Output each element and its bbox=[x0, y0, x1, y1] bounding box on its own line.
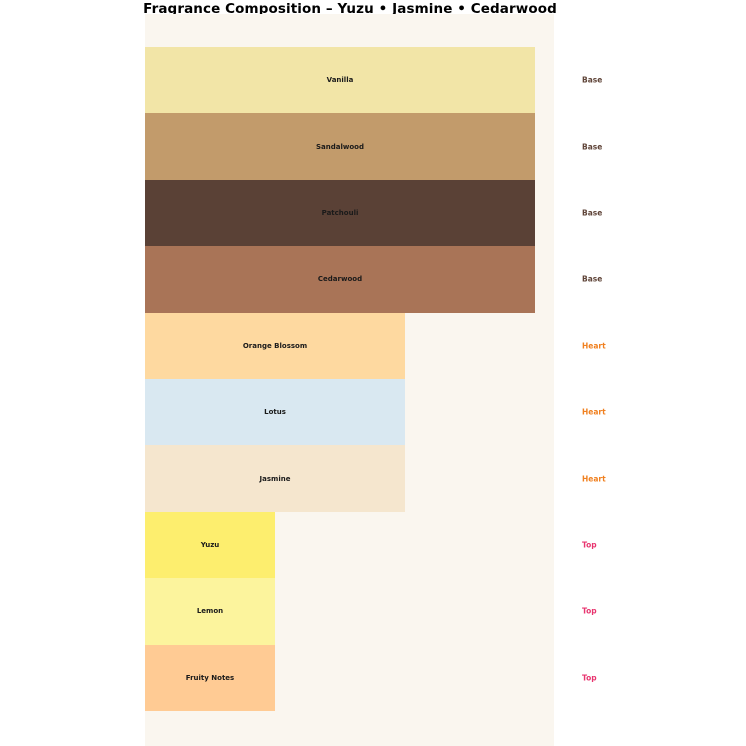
group-label-base-4: Base bbox=[582, 274, 603, 284]
bar-jasmine: Jasmine bbox=[145, 445, 405, 512]
bar-row-fruity-notes: Fruity Notes Top bbox=[145, 644, 746, 711]
bar-patchouli: Patchouli bbox=[145, 179, 535, 247]
group-label-heart-2: Heart bbox=[582, 407, 606, 417]
bar-row-yuzu: Yuzu Top bbox=[145, 511, 746, 579]
bar-vanilla: Vanilla bbox=[145, 47, 535, 114]
bar-row-lotus: Lotus Heart bbox=[145, 378, 746, 446]
bar-cedarwood: Cedarwood bbox=[145, 246, 535, 313]
bar-row-cedarwood: Cedarwood Base bbox=[145, 246, 746, 313]
bar-row-patchouli: Patchouli Base bbox=[145, 179, 746, 247]
bar-label-lemon: Lemon bbox=[196, 607, 224, 616]
group-label-base-1: Base bbox=[582, 75, 603, 85]
bar-label-orange-blossom: Orange Blossom bbox=[242, 341, 308, 350]
bar-label-cedarwood: Cedarwood bbox=[317, 275, 363, 284]
bar-row-sandalwood: Sandalwood Base bbox=[145, 113, 746, 180]
group-label-top-3: Top bbox=[582, 673, 597, 683]
bar-lotus: Lotus bbox=[145, 378, 405, 446]
bars-container: Vanilla Base Sandalwood Base Patchouli B… bbox=[145, 47, 746, 711]
bar-row-orange-blossom: Orange Blossom Heart bbox=[145, 312, 746, 379]
group-label-top-1: Top bbox=[582, 540, 597, 550]
bar-label-fruity-notes: Fruity Notes bbox=[185, 673, 235, 682]
group-label-top-2: Top bbox=[582, 606, 597, 616]
group-label-base-2: Base bbox=[582, 142, 603, 152]
group-label-heart-3: Heart bbox=[582, 474, 606, 484]
bar-label-patchouli: Patchouli bbox=[321, 208, 359, 217]
chart-title: Fragrance Composition – Yuzu • Jasmine •… bbox=[143, 1, 557, 17]
bar-label-yuzu: Yuzu bbox=[200, 540, 220, 549]
bar-label-lotus: Lotus bbox=[264, 408, 286, 417]
bar-lemon: Lemon bbox=[145, 578, 275, 645]
bar-orange-blossom: Orange Blossom bbox=[145, 312, 405, 379]
bar-fruity-notes: Fruity Notes bbox=[145, 644, 275, 711]
group-label-heart-1: Heart bbox=[582, 341, 606, 351]
bar-yuzu: Yuzu bbox=[145, 511, 275, 579]
bar-label-sandalwood: Sandalwood bbox=[316, 142, 364, 151]
bar-row-lemon: Lemon Top bbox=[145, 578, 746, 645]
group-label-base-3: Base bbox=[582, 208, 603, 218]
bar-label-vanilla: Vanilla bbox=[326, 76, 354, 85]
bar-sandalwood: Sandalwood bbox=[145, 113, 535, 180]
bar-row-jasmine: Jasmine Heart bbox=[145, 445, 746, 512]
bar-row-vanilla: Vanilla Base bbox=[145, 47, 746, 114]
bar-label-jasmine: Jasmine bbox=[259, 474, 291, 483]
